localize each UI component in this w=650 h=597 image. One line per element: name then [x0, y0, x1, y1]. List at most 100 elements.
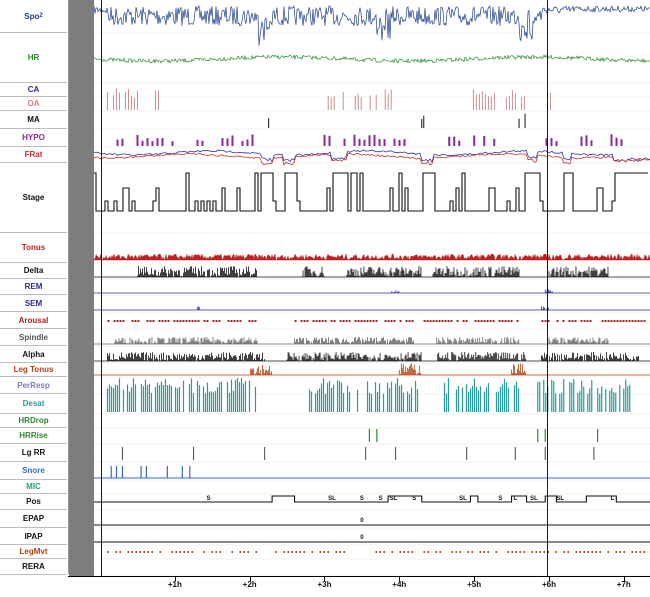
channel-label-legtonus[interactable]: Leg Tonus	[0, 363, 67, 377]
channel-label-epap[interactable]: EPAP	[0, 510, 67, 528]
legmvt-mark	[287, 551, 289, 553]
time-tick-label: +5h	[467, 580, 482, 589]
channel-label-perresp[interactable]: PerResp	[0, 377, 67, 394]
channel-label-text: MA	[27, 115, 40, 124]
legmvt-mark	[219, 551, 221, 553]
spo2-trace	[94, 4, 650, 46]
pos-annotation: S	[206, 496, 210, 502]
channel-label-rem[interactable]: REM	[0, 279, 67, 295]
legmvt-mark	[563, 551, 565, 553]
pos-annotation: L	[611, 496, 615, 502]
legmvt-mark	[543, 551, 545, 553]
channel-label-delta[interactable]: Delta	[0, 263, 67, 279]
channel-label-arousal[interactable]: Arousal	[0, 312, 67, 329]
channel-label-hrrise[interactable]: HRRise	[0, 428, 67, 444]
legmvt-mark	[575, 551, 577, 553]
polysomnography-plot-area[interactable]: S SL S S SL S SL S L SL SL L00	[94, 0, 650, 576]
channel-label-text: Stage	[22, 193, 45, 202]
time-tick-label: +6h	[541, 580, 556, 589]
channel-label-text: Spo	[24, 11, 40, 21]
channel-label-spindle[interactable]: Spindle	[0, 329, 67, 346]
legmvt-mark	[107, 551, 109, 553]
channel-label-hypo[interactable]: HYPO	[0, 129, 67, 147]
legmvt-mark	[595, 551, 597, 553]
legmvt-mark	[523, 551, 525, 553]
legmvt-mark	[555, 551, 557, 553]
channel-label-text: Snore	[22, 466, 45, 475]
legmvt-mark	[507, 551, 509, 553]
legmvt-mark	[291, 551, 293, 553]
legmvt-mark	[535, 551, 537, 553]
legmvt-mark	[607, 551, 609, 553]
channel-label-text: FRat	[24, 150, 43, 159]
legmvt-mark	[439, 551, 441, 553]
channel-label-text: Pos	[26, 497, 41, 506]
channel-label-ma[interactable]: MA	[0, 111, 67, 129]
channel-label-text: HR	[27, 53, 40, 62]
channel-label-ca[interactable]: CA	[0, 83, 67, 97]
channel-label-spo2[interactable]: Spo 2	[0, 0, 67, 33]
channel-label-subscript: 2	[39, 13, 43, 19]
channel-label-text: Alpha	[22, 349, 45, 359]
channel-label-tonus[interactable]: Tonus	[0, 233, 67, 263]
channel-label-text: HRRise	[19, 431, 48, 440]
channel-label-stage[interactable]: Stage	[0, 163, 67, 233]
time-axis: +1h +2h +3h +4h +5h +6h +7h	[68, 576, 650, 597]
legmvt-mark	[403, 551, 405, 553]
legmvt-mark	[131, 551, 133, 553]
pos-annotation: S	[379, 496, 383, 502]
time-tick-label: +2h	[242, 580, 257, 589]
legmvt-mark	[427, 551, 429, 553]
channel-label-oa[interactable]: OA	[0, 97, 67, 111]
time-tick-label: +1h	[167, 580, 182, 589]
pos-annotation: S	[412, 496, 416, 502]
channel-label-ipap[interactable]: IPAP	[0, 528, 67, 545]
legmvt-mark	[203, 551, 205, 553]
legmvt-mark	[143, 551, 145, 553]
legmvt-mark	[511, 551, 513, 553]
channel-label-frat[interactable]: FRat	[0, 147, 67, 163]
channel-label-hr[interactable]: HR	[0, 33, 67, 83]
channel-label-lgrr[interactable]: Lg RR	[0, 444, 67, 462]
legmvt-mark	[579, 551, 581, 553]
legmvt-mark	[547, 551, 549, 553]
legmvt-mark	[299, 551, 301, 553]
legmvt-mark	[519, 551, 521, 553]
legmvt-mark	[179, 551, 181, 553]
frat-trace	[94, 152, 650, 166]
legmvt-mark	[327, 551, 329, 553]
legmvt-mark	[255, 551, 257, 553]
channel-label-rera[interactable]: RERA	[0, 559, 67, 575]
channel-label-text: RERA	[22, 562, 45, 571]
epap-value-label: 0	[360, 518, 364, 524]
legmvt-mark	[635, 551, 637, 553]
legmvt-mark	[599, 551, 601, 553]
channel-label-hrdrop[interactable]: HRDrop	[0, 414, 67, 428]
legmvt-mark	[631, 551, 633, 553]
pos-annotation: SL	[389, 496, 397, 502]
channel-label-legmvt[interactable]: LegMvt	[0, 545, 67, 559]
channel-label-text: REM	[24, 282, 43, 291]
time-tick-label: +3h	[317, 580, 332, 589]
legmvt-mark	[643, 551, 645, 553]
legmvt-mark	[495, 551, 497, 553]
legmvt-mark	[435, 551, 437, 553]
tonus-trace	[94, 253, 650, 261]
channel-label-sem[interactable]: SEM	[0, 295, 67, 312]
channel-label-snore[interactable]: Snore	[0, 462, 67, 480]
channel-label-pos[interactable]: Pos	[0, 494, 67, 510]
channel-label-alpha[interactable]: Alpha	[0, 346, 67, 363]
channel-label-text: SEM	[24, 298, 43, 308]
frat-trace	[94, 149, 650, 164]
legmvt-mark	[531, 551, 533, 553]
channel-label-desat[interactable]: Desat	[0, 394, 67, 414]
channel-label-mic[interactable]: MIC	[0, 480, 67, 494]
legmvt-mark	[239, 551, 241, 553]
legmvt-mark	[187, 551, 189, 553]
legmvt-mark	[619, 551, 621, 553]
channel-label-column: Spo 2 HR CA OA MA HYPO FRat Stage Tonus Delta REM SE…	[0, 0, 69, 575]
legmvt-mark	[539, 551, 541, 553]
time-tick-mark	[623, 577, 625, 581]
legmvt-mark	[515, 551, 517, 553]
pos-trace	[94, 495, 650, 503]
